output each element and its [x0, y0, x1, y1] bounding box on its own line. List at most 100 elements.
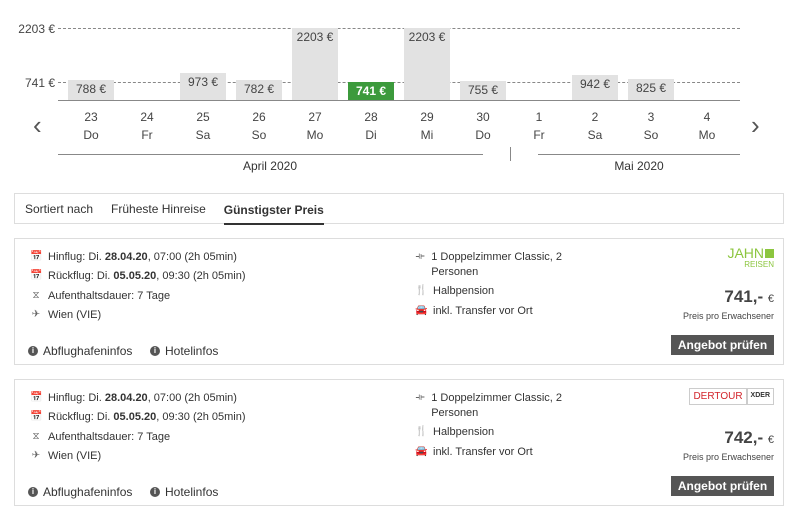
offer-card: 📅 Hinflug: Di. 28.04.20, 07:00 (2h 05min)…: [14, 379, 784, 506]
day-number: 28: [364, 110, 378, 124]
departure-airport: Wien (VIE): [48, 309, 102, 321]
month-label: Mai 2020: [614, 159, 664, 173]
month-separator: [510, 147, 511, 161]
price-bar[interactable]: 973 €: [180, 73, 226, 100]
hotel-info-link[interactable]: i Hotelinfos: [150, 485, 218, 499]
day-column[interactable]: 1 Fr: [511, 108, 567, 144]
check-offer-button[interactable]: Angebot prüfen: [671, 476, 774, 496]
cutlery-icon: 🍴: [415, 426, 428, 437]
transfer: inkl. Transfer vor Ort: [433, 446, 533, 458]
day-number: 25: [196, 110, 210, 124]
weekday: Sa: [587, 128, 603, 142]
board-type: Halbpension: [433, 285, 495, 297]
sort-label: Sortiert nach: [25, 201, 94, 216]
car-icon: 🚘: [415, 305, 428, 316]
weekday: Do: [475, 128, 491, 142]
day-number: 24: [140, 110, 154, 124]
price-bar[interactable]: 782 €: [236, 80, 282, 100]
calendar-icon: 📅: [30, 270, 43, 281]
car-icon: 🚘: [415, 446, 428, 457]
return-flight: Rückflug: Di. 05.05.20, 09:30 (2h 05min): [48, 270, 246, 282]
weekday: Mo: [698, 128, 716, 142]
info-icon: i: [150, 346, 160, 356]
day-column[interactable]: 28 Di: [343, 108, 399, 144]
day-number: 3: [647, 110, 655, 124]
operator-logo: DERTOUR XDER: [689, 388, 774, 405]
weekday: Fr: [141, 128, 153, 142]
day-column[interactable]: 26 So: [231, 108, 287, 144]
info-icon: i: [28, 346, 38, 356]
y-label-min: 741 €: [24, 76, 55, 90]
departure-airport: Wien (VIE): [48, 450, 102, 462]
weekday: So: [251, 128, 267, 142]
plane-icon: ✈: [31, 309, 41, 320]
info-icon: i: [150, 487, 160, 497]
weekday: Sa: [195, 128, 211, 142]
outbound-flight: Hinflug: Di. 28.04.20, 07:00 (2h 05min): [48, 392, 237, 404]
price-note: Preis pro Erwachsener: [682, 452, 774, 462]
transfer: inkl. Transfer vor Ort: [433, 305, 533, 317]
price-bar[interactable]: 2203 €: [404, 28, 450, 100]
gridline-min: [58, 82, 740, 83]
info-icon: i: [28, 487, 38, 497]
bed-icon: ⟛: [415, 392, 425, 403]
room-type: 1 Doppelzimmer Classic, 2 Personen: [431, 392, 563, 419]
airport-info-link[interactable]: i Abflughafeninfos: [28, 485, 132, 499]
day-column[interactable]: 30 Do: [455, 108, 511, 144]
day-column[interactable]: 27 Mo: [287, 108, 343, 144]
day-number: 1: [535, 110, 543, 124]
day-number: 30: [476, 110, 490, 124]
price-bar[interactable]: 825 €: [628, 78, 674, 100]
month-line-april: [58, 154, 483, 155]
price-bar[interactable]: 755 €: [460, 81, 506, 100]
sort-bar: Sortiert nach Früheste Hinreise Günstigs…: [14, 193, 784, 225]
day-column[interactable]: 4 Mo: [679, 108, 735, 144]
price-bar[interactable]: 788 €: [68, 80, 114, 100]
return-flight: Rückflug: Di. 05.05.20, 09:30 (2h 05min): [48, 411, 246, 423]
stay-duration: Aufenthaltsdauer: 7 Tage: [48, 290, 171, 302]
tab-cheapest[interactable]: Günstigster Preis: [223, 197, 324, 225]
calendar-icon: 📅: [30, 411, 43, 422]
outbound-flight: Hinflug: Di. 28.04.20, 07:00 (2h 05min): [48, 251, 237, 263]
day-number: 23: [84, 110, 98, 124]
price-bar[interactable]: 942 €: [572, 74, 618, 100]
day-column[interactable]: 3 So: [623, 108, 679, 144]
day-column[interactable]: 2 Sa: [567, 108, 623, 144]
day-column[interactable]: 23 Do: [63, 108, 119, 144]
calendar-icon: 📅: [30, 251, 43, 262]
y-label-max: 2203 €: [18, 22, 55, 36]
day-number: 26: [252, 110, 266, 124]
offer-card: 📅 Hinflug: Di. 28.04.20, 07:00 (2h 05min)…: [14, 238, 784, 365]
bed-icon: ⟛: [415, 251, 425, 262]
day-column[interactable]: 25 Sa: [175, 108, 231, 144]
weekday: Do: [83, 128, 99, 142]
board-type: Halbpension: [433, 426, 495, 438]
operator-logo: JAHN REISEN: [727, 245, 774, 269]
hotel-info-label: Hotelinfos: [165, 344, 219, 358]
day-number: 4: [703, 110, 711, 124]
price-bar[interactable]: 741 €: [348, 82, 394, 100]
price-bar[interactable]: 2203 €: [292, 28, 338, 100]
check-offer-button[interactable]: Angebot prüfen: [671, 335, 774, 355]
weekday: Fr: [533, 128, 545, 142]
month-line-mai: [538, 154, 740, 155]
next-arrow-icon[interactable]: ›: [751, 110, 760, 140]
weekday: So: [643, 128, 659, 142]
day-column[interactable]: 24 Fr: [119, 108, 175, 144]
weekday: Mo: [306, 128, 324, 142]
weekday: Di: [365, 128, 377, 142]
hourglass-icon: ⧖: [32, 290, 40, 301]
calendar-icon: 📅: [30, 392, 43, 403]
hourglass-icon: ⧖: [32, 431, 40, 442]
prev-arrow-icon[interactable]: ‹: [33, 110, 42, 140]
cutlery-icon: 🍴: [415, 285, 428, 296]
airport-info-link[interactable]: i Abflughafeninfos: [28, 344, 132, 358]
price: 741,- €: [724, 287, 774, 306]
price-note: Preis pro Erwachsener: [682, 311, 774, 321]
baseline: [58, 100, 740, 101]
weekday: Mi: [420, 128, 434, 142]
hotel-info-link[interactable]: i Hotelinfos: [150, 344, 218, 358]
airport-info-label: Abflughafeninfos: [43, 344, 133, 358]
tab-earliest[interactable]: Früheste Hinreise: [111, 201, 206, 216]
day-column[interactable]: 29 Mi: [399, 108, 455, 144]
